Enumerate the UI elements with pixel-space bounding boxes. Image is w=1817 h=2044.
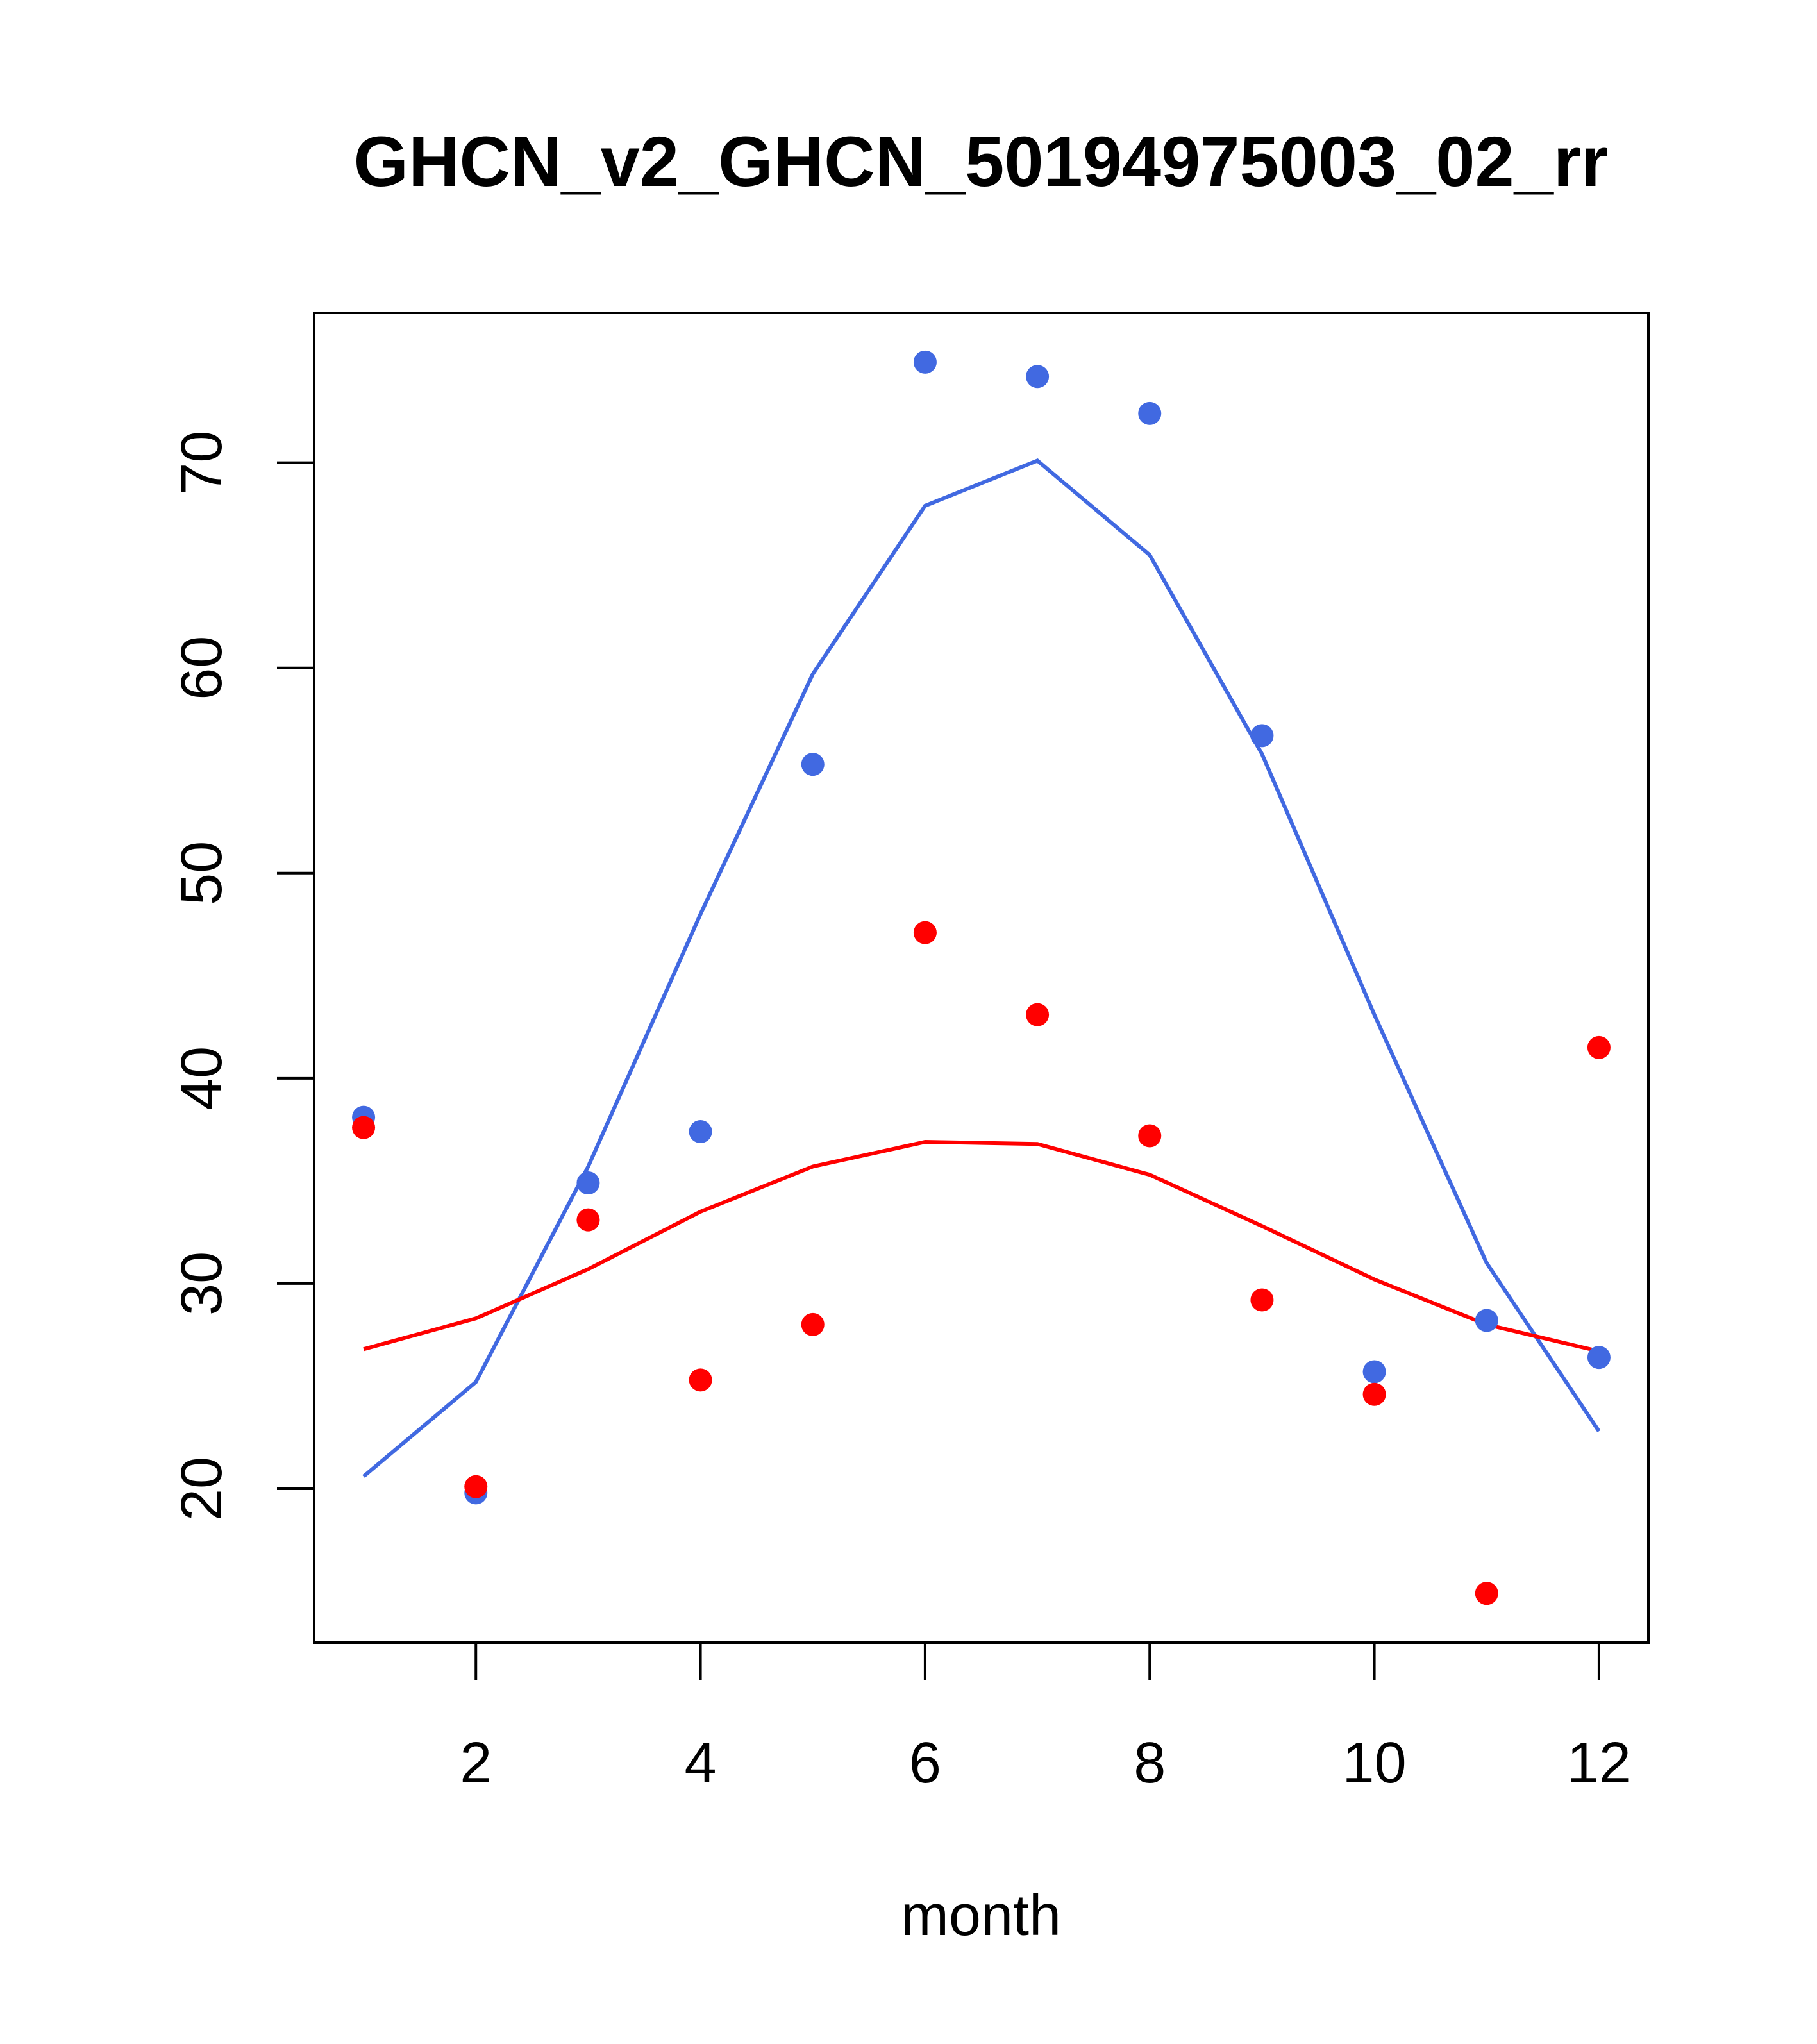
- blue-point: [1475, 1309, 1498, 1332]
- red-point: [689, 1368, 712, 1392]
- blue-point: [913, 350, 937, 374]
- y-tick-label: 40: [170, 1046, 234, 1110]
- y-axis: 20 30 40 50 60 70: [170, 431, 315, 1521]
- y-tick-label: 60: [170, 636, 234, 700]
- blue-point: [801, 753, 825, 776]
- y-tick-label: 50: [170, 841, 234, 905]
- y-tick-label: 30: [170, 1252, 234, 1316]
- blue-point: [1587, 1346, 1611, 1370]
- blue-line-series: [362, 458, 1601, 1479]
- x-axis: 2 4 6 8 10 12: [460, 1641, 1631, 1795]
- blue-point: [1250, 724, 1274, 748]
- red-point: [913, 921, 937, 944]
- blue-point: [1138, 401, 1162, 425]
- x-tick-label: 4: [685, 1731, 717, 1795]
- red-point: [352, 1116, 376, 1139]
- blue-point: [576, 1171, 600, 1195]
- blue-point: [1362, 1360, 1386, 1384]
- plot-frame: [313, 312, 1650, 1644]
- red-point: [1587, 1035, 1611, 1059]
- red-point: [1250, 1288, 1274, 1312]
- y-tick-label: 20: [170, 1457, 234, 1521]
- red-point: [464, 1475, 488, 1498]
- x-axis-label: month: [901, 1884, 1061, 1948]
- red-point: [576, 1208, 600, 1232]
- red-point: [1026, 1003, 1050, 1026]
- red-point: [1362, 1382, 1386, 1406]
- red-point: [1475, 1582, 1498, 1605]
- red-point: [801, 1312, 825, 1336]
- blue-point: [1026, 365, 1050, 389]
- red-line-series: [363, 1140, 1600, 1353]
- x-tick-label: 8: [1134, 1731, 1166, 1795]
- series-layer: [352, 350, 1611, 1605]
- x-tick-label: 6: [909, 1731, 941, 1795]
- x-tick-label: 12: [1567, 1731, 1631, 1795]
- x-tick-label: 10: [1343, 1731, 1407, 1795]
- chart-title: GHCN_v2_GHCN_50194975003_02_rr: [354, 122, 1609, 201]
- x-tick-label: 2: [460, 1731, 492, 1795]
- y-tick-label: 70: [170, 431, 234, 495]
- blue-point: [689, 1120, 712, 1144]
- red-point: [1138, 1124, 1162, 1148]
